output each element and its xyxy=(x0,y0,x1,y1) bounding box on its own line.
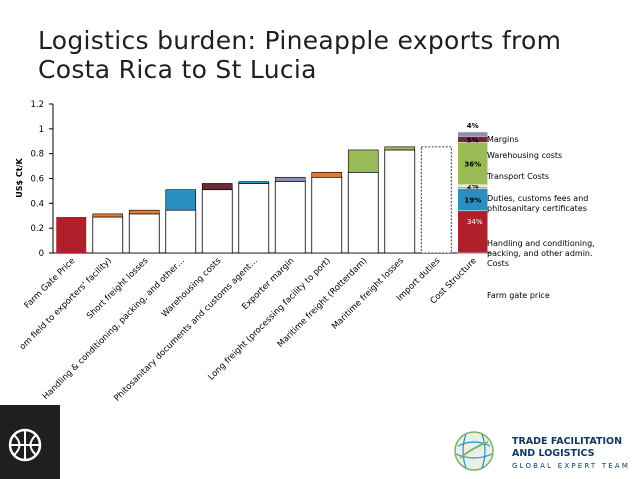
bar-base xyxy=(201,189,233,254)
legend-entry-line: Handling and conditioning, xyxy=(487,239,595,248)
bar-increment xyxy=(274,176,306,182)
globe-icon xyxy=(454,431,494,471)
stack-data-label: 34% xyxy=(467,218,483,226)
legend-entry: Handling and conditioning, packing, and o… xyxy=(487,239,595,268)
x-tick-label: Handling & conditioning, packing, and ot… xyxy=(41,256,187,402)
stack-data-label: 2% xyxy=(467,183,479,191)
bar-base xyxy=(347,171,379,254)
bar-base xyxy=(274,181,306,254)
legend-entry-line: Duties, customs fees and xyxy=(487,194,588,203)
bar-increment xyxy=(384,146,416,151)
title-line-1: Logistics burden: Pineapple exports from xyxy=(38,26,562,55)
bar-farm-gate-price xyxy=(56,216,87,253)
y-tick-label: 0.8 xyxy=(30,150,44,160)
stack-segment xyxy=(457,142,488,185)
bar-increment xyxy=(165,189,197,211)
y-tick-label: 0.2 xyxy=(30,224,44,234)
logo-line-3: GLOBAL EXPERT TEAM xyxy=(512,462,631,470)
legend-entry: Margins xyxy=(487,135,519,144)
bar-increment xyxy=(311,171,343,178)
bar-increment xyxy=(347,149,379,173)
bar-base xyxy=(420,146,452,254)
bar-base xyxy=(238,183,270,254)
y-axis-label: US$ Ct/K xyxy=(15,157,24,197)
legend-entry: Warehousing costs xyxy=(487,151,562,160)
logo-line-1: TRADE FACILITATION xyxy=(512,436,623,447)
legend-entry: Farm gate price xyxy=(487,291,550,300)
legend-entry-line: Warehousing costs xyxy=(487,151,562,160)
legend-entry-line: Transport Costs xyxy=(486,172,549,181)
x-tick-label: Short freight losses xyxy=(85,256,151,322)
legend-entry-line: packing, and other admin. xyxy=(487,249,593,258)
y-tick-label: 0.4 xyxy=(30,199,44,209)
bar-increment xyxy=(238,181,270,184)
stack-data-label: 36% xyxy=(464,161,481,169)
stack-data-label: 4% xyxy=(467,122,479,130)
slide-title: Logistics burden: Pineapple exports from… xyxy=(38,26,618,84)
y-tick-label: 0.6 xyxy=(30,175,44,185)
tfl-logo: TRADE FACILITATION AND LOGISTICS GLOBAL … xyxy=(452,428,638,474)
bar-increment xyxy=(92,213,124,218)
legend-entry-line: Costs xyxy=(487,259,509,268)
legend-entry-line: phitosanitary certificates xyxy=(487,204,587,213)
bar-base xyxy=(165,209,197,254)
logo-line-2: AND LOGISTICS xyxy=(512,448,595,459)
bar-increment xyxy=(128,209,160,215)
bar-base xyxy=(92,216,124,254)
stack-segment xyxy=(457,210,488,254)
stack-data-label: 19% xyxy=(464,197,481,205)
bar-base xyxy=(384,149,416,254)
legend-entry-line: Farm gate price xyxy=(487,291,550,300)
y-tick-label: 1 xyxy=(39,125,44,135)
bar-base xyxy=(311,176,343,254)
legend-entry: Duties, customs fees and phitosanitary ce… xyxy=(487,194,588,213)
stack-data-label: 5% xyxy=(467,136,479,144)
y-tick-label: 0 xyxy=(39,249,44,259)
top-bar xyxy=(0,0,638,6)
bar-base xyxy=(128,213,160,254)
legend-entry: Transport Costs xyxy=(486,172,549,181)
legend-entry-line: Margins xyxy=(487,135,519,144)
bar-increment xyxy=(201,183,233,190)
title-line-2: Costa Rica to St Lucia xyxy=(38,55,317,84)
stack-segment xyxy=(457,131,488,137)
y-tick-label: 1.2 xyxy=(30,100,44,110)
world-bank-logo xyxy=(6,426,44,464)
x-tick-label: Maritime freight losses xyxy=(330,256,406,332)
